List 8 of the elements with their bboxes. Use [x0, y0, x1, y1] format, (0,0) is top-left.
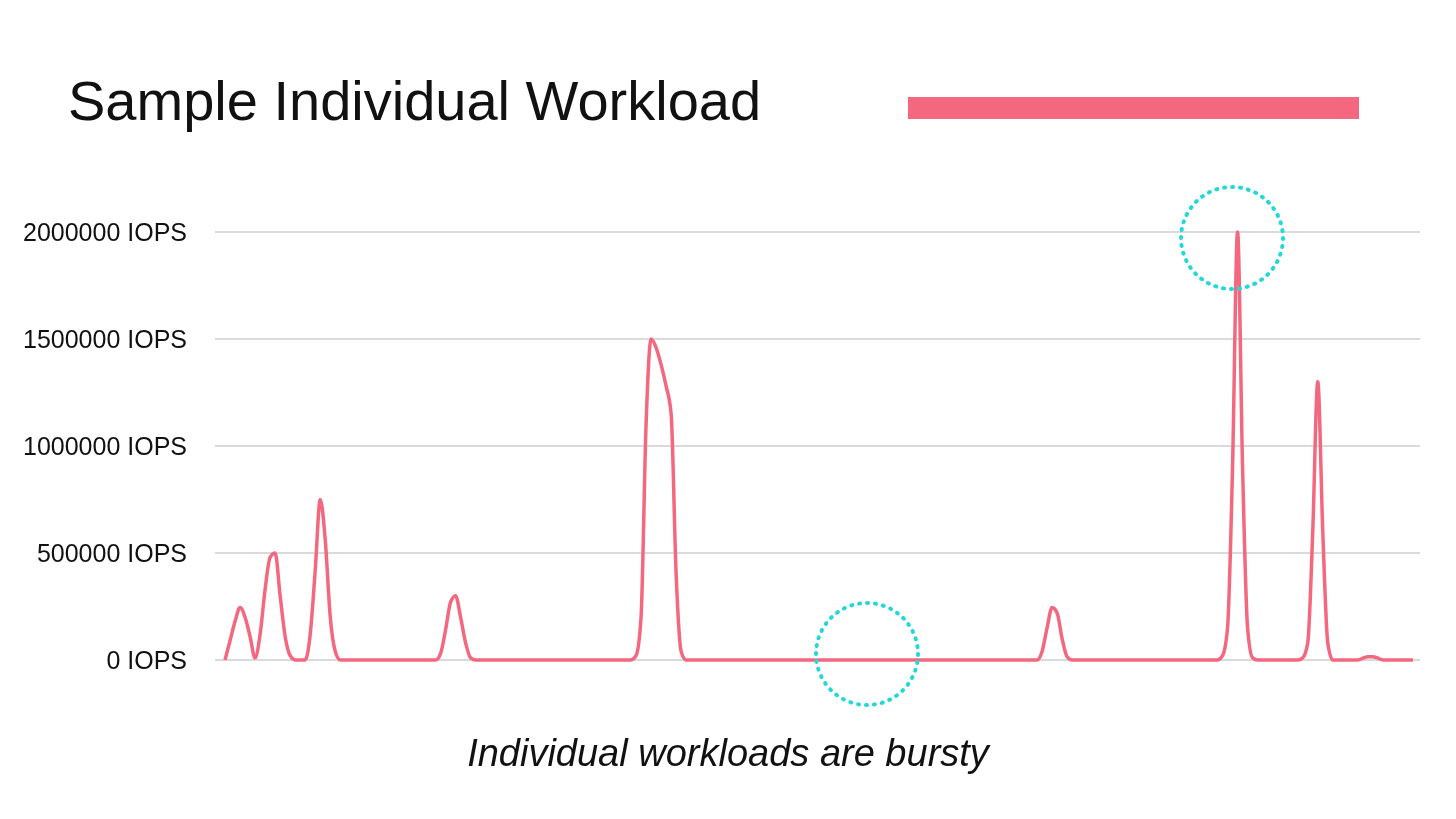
y-tick-label: 1500000 IOPS	[22, 324, 187, 353]
text: Individual workloads are bursty	[466, 732, 992, 775]
y-tick-label: 2000000 IOPS	[22, 217, 187, 246]
y-tick-label: 0 IOPS	[106, 645, 187, 674]
chart-title: Sample Individual Workload	[68, 68, 762, 133]
line-series	[223, 230, 1415, 662]
y-tick-label: 1000000 IOPS	[22, 431, 187, 460]
y-tick-label: 500000 IOPS	[36, 538, 187, 567]
